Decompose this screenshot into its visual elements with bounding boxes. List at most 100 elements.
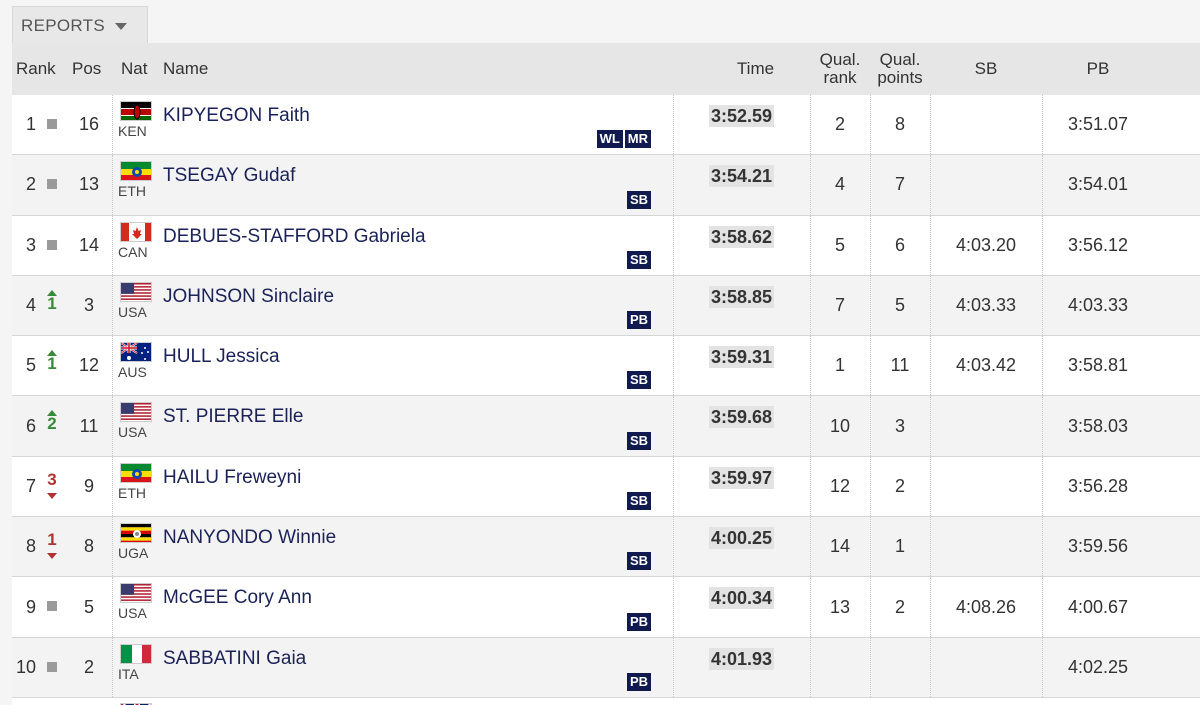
time-cell: 4:01.93 <box>673 638 810 697</box>
kenya-flag-icon <box>120 101 152 121</box>
header-qual-rank-line1: Qual. <box>819 50 861 69</box>
header-time[interactable]: Time <box>736 59 775 78</box>
ethiopia-flag-icon <box>120 462 152 483</box>
athlete-name-cell: DEBUES-STAFFORD Gabriela SB <box>163 216 663 275</box>
qual-rank-cell: 2 <box>834 114 845 135</box>
table-row[interactable]: 2 13 ETH TSEGAY Gudaf SB 3:54.21 4 7 3:54.01 <box>12 155 1200 216</box>
athlete-name-link[interactable]: KIPYEGON Faith <box>163 105 310 126</box>
rank-change <box>46 216 64 275</box>
table-row[interactable]: 8 1 8 UGA NANYONDO Winnie SB 4:00.25 14 1 3:59.56 <box>12 517 1200 578</box>
nat-cell: KEN <box>118 95 158 154</box>
sb-cell: 4:03.42 <box>955 355 1017 376</box>
qual-points-cell: 5 <box>894 295 905 316</box>
record-badges: PB <box>626 311 651 330</box>
rank-cell: 8 <box>12 517 58 576</box>
table-row[interactable]: 3 14 CAN DEBUES-STAFFORD Gabriela SB 3:58.62 5… <box>12 215 1200 276</box>
record-badges: WL MR <box>596 130 651 149</box>
rank-value: 3 <box>25 234 36 255</box>
header-name[interactable]: Name <box>163 59 209 78</box>
athlete-name-link[interactable]: McGEE Cory Ann <box>163 587 312 609</box>
time-cell: 3:59.31 <box>673 336 810 395</box>
record-badges: SB <box>626 492 651 511</box>
nat-cell: CAN <box>118 216 158 275</box>
athlete-name-link[interactable]: TSEGAY Gudaf <box>163 165 296 187</box>
athlete-name-link[interactable]: NANYONDO Winnie <box>163 527 337 549</box>
qual-points-cell: 8 <box>894 114 905 135</box>
athlete-name-link[interactable]: DEBUES-STAFFORD Gabriela <box>163 225 426 247</box>
pos-cell: 16 <box>78 114 100 135</box>
rank-cell: 9 <box>12 577 58 636</box>
header-nat[interactable]: Nat <box>121 59 148 78</box>
record-badge: SB <box>626 250 651 269</box>
sb-cell: 4:03.20 <box>955 234 1017 255</box>
canada-flag-icon <box>120 221 152 242</box>
qual-points-cell: 7 <box>894 174 905 195</box>
pos-cell: 3 <box>83 295 94 316</box>
nat-cell: USA <box>118 396 158 455</box>
nat-code: ETH <box>118 183 146 200</box>
rank-cell: 10 <box>12 638 58 697</box>
table-row[interactable]: 4 1 3 USA JOHNSON Sinclaire PB 3:58.85 7 5 4:03.3… <box>12 275 1200 337</box>
header-rank[interactable]: Rank <box>16 59 56 78</box>
rank-value: 4 <box>25 295 36 316</box>
qual-points-cell: 11 <box>890 355 910 376</box>
table-row[interactable]: 5 1 12 AUS HULL Jessica SB 3:59.31 1 11 4:03.42 3:… <box>12 336 1200 397</box>
athlete-name-link[interactable]: HAILU Freweyni <box>163 466 302 488</box>
nat-code: AUS <box>118 364 147 381</box>
athlete-name-cell: KIPYEGON Faith WL MR <box>163 95 663 154</box>
sb-cell <box>930 638 1042 697</box>
athlete-name-link[interactable]: HULL Jessica <box>163 346 280 368</box>
qual-rank-cell <box>810 638 870 697</box>
pb-cell: 3:58.81 <box>1067 355 1129 376</box>
header-qual-rank[interactable]: Qual. rank <box>810 43 870 95</box>
nat-code: KEN <box>118 123 147 139</box>
record-badge: SB <box>626 190 651 209</box>
athlete-name-cell: HULL Jessica SB <box>163 336 663 395</box>
header-qual-points[interactable]: Qual. points <box>870 43 930 95</box>
caret-down-icon <box>114 23 127 30</box>
time-cell: 3:58.85 <box>673 276 810 335</box>
rank-unchanged-icon <box>47 179 57 190</box>
time-value: 4:00.34 <box>708 587 775 610</box>
record-badge: PB <box>626 612 651 631</box>
athlete-name-link[interactable]: SABBATINI Gaia <box>163 647 307 669</box>
rank-cell: 6 <box>12 396 58 455</box>
uganda-flag-icon <box>120 523 152 544</box>
time-value: 4:00.25 <box>708 527 775 550</box>
time-value: 3:59.31 <box>708 346 775 369</box>
reports-dropdown[interactable]: REPORTS <box>12 6 148 44</box>
table-row[interactable]: 1 16 KEN KIPYEGON Faith WL MR 3:52.59 2 8 3:51.07 <box>12 95 1200 156</box>
athlete-name-link[interactable]: ST. PIERRE Elle <box>163 406 304 428</box>
header-sb[interactable]: SB <box>974 59 998 78</box>
nat-cell: ETH <box>118 155 158 214</box>
nat-cell: ITA <box>118 638 158 697</box>
qual-points-cell: 1 <box>894 536 905 557</box>
qual-points-cell: 3 <box>894 415 905 436</box>
rank-value: 1 <box>25 114 36 135</box>
rank-change-value: 1 <box>47 354 57 374</box>
time-cell: 4:00.34 <box>673 577 810 636</box>
rank-change <box>46 577 64 636</box>
header-pb[interactable]: PB <box>1086 59 1110 78</box>
pb-cell: 3:54.01 <box>1067 174 1129 195</box>
qual-points-cell: 2 <box>894 475 905 496</box>
table-row[interactable]: 10 2 ITA SABBATINI Gaia PB 4:01.93 4:02.25 <box>12 637 1200 698</box>
athlete-name-link[interactable]: JOHNSON Sinclaire <box>163 285 335 307</box>
table-row[interactable]: 7 3 9 ETH HAILU Freweyni SB 3:59.97 12 2 3:56.28 <box>12 456 1200 518</box>
table-row[interactable]: 6 2 11 USA ST. PIERRE Elle SB 3:59.68 10 3 3:58.0… <box>12 396 1200 457</box>
qual-rank-cell: 5 <box>834 234 845 255</box>
record-badge: PB <box>626 311 651 330</box>
reports-label: REPORTS <box>21 15 105 35</box>
athlete-name-cell: ST. PIERRE Elle SB <box>163 396 663 455</box>
usa-flag-icon <box>120 281 152 302</box>
nat-code: UGA <box>118 545 149 562</box>
rank-cell: 7 <box>12 457 58 516</box>
table-row[interactable]: 9 5 USA McGEE Cory Ann PB 4:00.34 13 2 4:08.26 4:… <box>12 577 1200 638</box>
header-pos[interactable]: Pos <box>72 59 102 78</box>
table-body: 1 16 KEN KIPYEGON Faith WL MR 3:52.59 2 8 3:51.07… <box>12 95 1200 698</box>
athlete-name-cell: TSEGAY Gudaf SB <box>163 155 663 214</box>
rank-up-icon <box>47 289 57 296</box>
header-qual-points-line1: Qual. <box>879 50 921 69</box>
pos-cell: 5 <box>83 596 94 617</box>
time-cell: 3:58.62 <box>673 216 810 275</box>
